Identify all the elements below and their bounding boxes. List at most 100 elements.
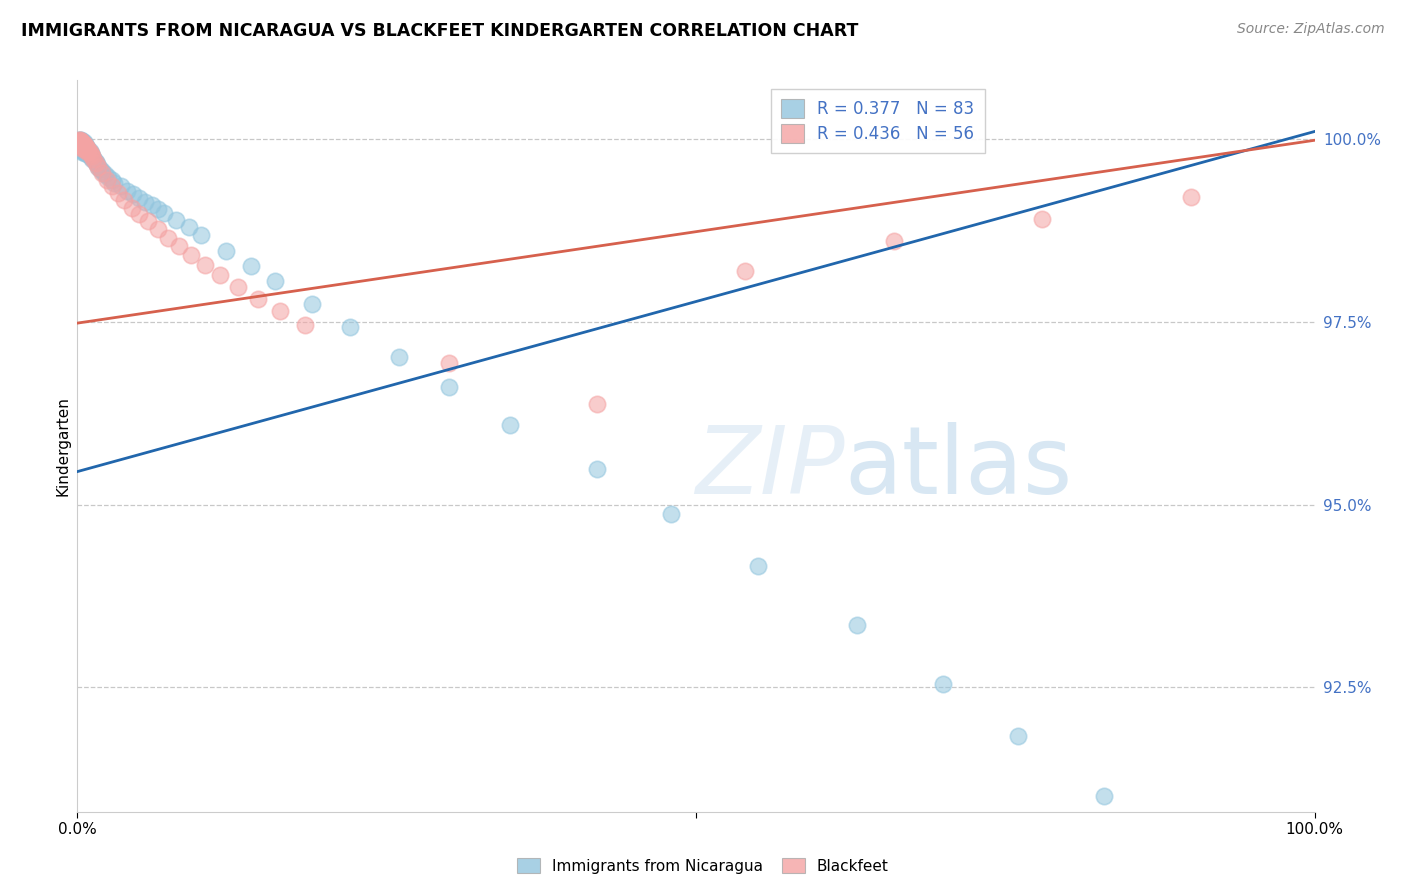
Point bbox=[76, 140, 98, 154]
Point bbox=[1092, 789, 1115, 803]
Point bbox=[82, 153, 104, 167]
Point bbox=[77, 145, 100, 159]
Point bbox=[73, 142, 96, 156]
Point bbox=[586, 396, 609, 410]
Point bbox=[1180, 190, 1202, 204]
Point bbox=[845, 618, 868, 632]
Point bbox=[339, 319, 361, 334]
Y-axis label: Kindergarten: Kindergarten bbox=[55, 396, 70, 496]
Point bbox=[112, 193, 135, 207]
Point bbox=[80, 147, 103, 161]
Point bbox=[128, 191, 150, 205]
Legend: R = 0.377   N = 83, R = 0.436   N = 56: R = 0.377 N = 83, R = 0.436 N = 56 bbox=[770, 88, 984, 153]
Point bbox=[67, 136, 90, 151]
Point bbox=[134, 194, 156, 209]
Point bbox=[72, 140, 94, 154]
Point bbox=[153, 205, 176, 219]
Point bbox=[89, 161, 111, 176]
Point bbox=[75, 145, 97, 159]
Point bbox=[72, 134, 94, 148]
Point bbox=[70, 138, 93, 153]
Point bbox=[87, 160, 110, 174]
Point bbox=[70, 141, 93, 155]
Point bbox=[77, 143, 100, 157]
Point bbox=[96, 173, 118, 187]
Point bbox=[72, 140, 94, 154]
Point bbox=[146, 202, 169, 216]
Point bbox=[69, 135, 91, 149]
Point bbox=[72, 136, 94, 150]
Point bbox=[72, 136, 94, 150]
Text: Source: ZipAtlas.com: Source: ZipAtlas.com bbox=[1237, 22, 1385, 37]
Point bbox=[107, 186, 129, 200]
Point bbox=[80, 150, 103, 164]
Point bbox=[67, 135, 90, 149]
Point bbox=[437, 380, 460, 394]
Point bbox=[177, 220, 200, 235]
Point bbox=[70, 134, 93, 148]
Point bbox=[747, 558, 769, 573]
Point bbox=[122, 187, 145, 202]
Point bbox=[76, 144, 98, 158]
Point bbox=[73, 145, 96, 159]
Point bbox=[110, 179, 132, 194]
Text: IMMIGRANTS FROM NICARAGUA VS BLACKFEET KINDERGARTEN CORRELATION CHART: IMMIGRANTS FROM NICARAGUA VS BLACKFEET K… bbox=[21, 22, 859, 40]
Point bbox=[72, 140, 94, 154]
Point bbox=[67, 136, 90, 151]
Point bbox=[70, 136, 93, 151]
Point bbox=[128, 207, 150, 221]
Point bbox=[932, 677, 955, 691]
Point bbox=[80, 146, 103, 161]
Point bbox=[70, 133, 93, 147]
Point bbox=[156, 230, 179, 244]
Point bbox=[77, 145, 100, 160]
Point bbox=[72, 137, 94, 152]
Point bbox=[87, 161, 110, 175]
Point bbox=[73, 140, 96, 154]
Point bbox=[437, 356, 460, 370]
Point bbox=[72, 145, 94, 159]
Point bbox=[67, 139, 90, 153]
Point bbox=[180, 248, 202, 262]
Point bbox=[76, 141, 98, 155]
Point bbox=[301, 297, 323, 311]
Point bbox=[70, 136, 93, 150]
Text: atlas: atlas bbox=[845, 422, 1073, 514]
Point bbox=[136, 214, 159, 228]
Point bbox=[103, 176, 125, 190]
Point bbox=[75, 141, 97, 155]
Point bbox=[69, 136, 91, 151]
Point bbox=[586, 462, 609, 476]
Point bbox=[75, 140, 97, 154]
Point bbox=[91, 164, 114, 178]
Point bbox=[72, 143, 94, 157]
Point bbox=[79, 145, 101, 159]
Point bbox=[75, 145, 97, 159]
Point bbox=[194, 258, 217, 272]
Point bbox=[70, 140, 93, 154]
Point bbox=[101, 173, 124, 187]
Point bbox=[67, 135, 90, 149]
Point bbox=[75, 142, 97, 156]
Point bbox=[73, 146, 96, 161]
Point bbox=[215, 244, 238, 258]
Point bbox=[101, 178, 124, 193]
Point bbox=[67, 133, 90, 147]
Point bbox=[269, 304, 291, 318]
Point bbox=[72, 136, 94, 151]
Point bbox=[72, 137, 94, 152]
Point bbox=[659, 507, 682, 521]
Point bbox=[146, 222, 169, 236]
Point bbox=[69, 136, 91, 151]
Point bbox=[239, 259, 262, 273]
Point bbox=[69, 140, 91, 154]
Point bbox=[69, 139, 91, 153]
Point bbox=[72, 141, 94, 155]
Point bbox=[69, 133, 91, 147]
Point bbox=[77, 143, 100, 157]
Point bbox=[1007, 730, 1029, 744]
Point bbox=[67, 133, 90, 147]
Point bbox=[73, 138, 96, 153]
Point bbox=[734, 264, 756, 278]
Point bbox=[72, 136, 94, 151]
